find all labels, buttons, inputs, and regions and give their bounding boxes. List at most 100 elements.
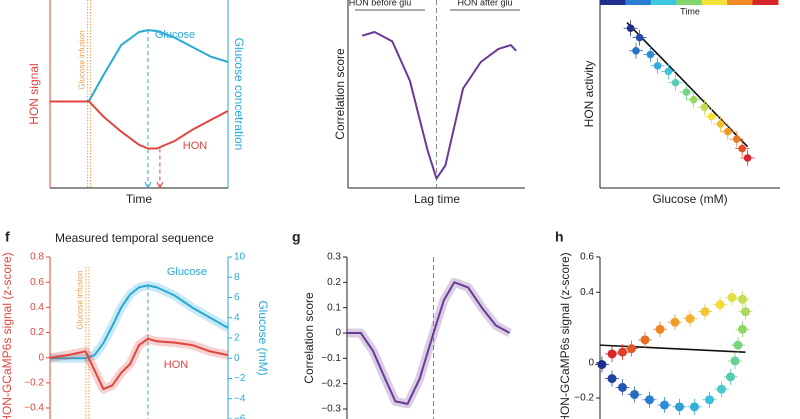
y2-axis-label: Glucose (mM): [256, 300, 270, 375]
x-axis-label: Glucose (mM): [652, 192, 727, 206]
data-point: [733, 340, 743, 350]
y2-tick-label: 8: [234, 272, 240, 283]
y-tick-label: −0.4: [24, 403, 44, 414]
data-point: [700, 307, 710, 317]
data-point: [635, 33, 644, 42]
panel-letter: h: [555, 229, 564, 245]
x-axis-label: Time: [126, 192, 153, 206]
y-tick-label: −0.2: [574, 393, 594, 404]
data-point: [645, 395, 654, 405]
data-point: [743, 154, 752, 162]
y-tick-label: 0.1: [327, 302, 341, 313]
data-point: [670, 317, 680, 327]
infusion-label: Glucose infusion: [77, 30, 86, 89]
extremum-arrow: [156, 181, 164, 190]
data-point: [630, 389, 639, 399]
data-point: [671, 78, 680, 87]
y2-tick-label: −4: [234, 393, 246, 404]
y2-tick-label: 4: [234, 312, 240, 323]
y-axis-label: Correlation score: [333, 48, 347, 140]
data-point: [716, 120, 725, 128]
data-point: [660, 400, 669, 410]
data-point: [627, 344, 636, 354]
series-line: [347, 281, 511, 405]
y-tick-label: 0.4: [30, 302, 44, 313]
annotation: HON after glu: [457, 0, 512, 7]
series-label: Glucose: [155, 29, 195, 41]
series-line: [49, 337, 229, 391]
y-axis-label: HON-GCaMP6s signal (z-score): [0, 252, 14, 419]
data-point: [653, 62, 662, 70]
y-axis-label: HON-GCaMP6s signal (z-score): [558, 252, 572, 419]
series-label: HON: [164, 359, 189, 371]
colorbar-segment: [727, 0, 754, 5]
y2-tick-label: 0: [234, 353, 240, 364]
y-tick-label: 0: [335, 328, 341, 339]
data-point: [700, 103, 709, 111]
data-point: [655, 324, 665, 334]
data-point: [689, 95, 698, 104]
data-point: [717, 384, 726, 394]
data-point: [626, 24, 635, 32]
y2-tick-label: −2: [234, 373, 246, 384]
y-tick-label: 0.2: [327, 277, 341, 288]
data-point: [646, 50, 655, 59]
colorbar-segment: [701, 0, 728, 5]
panel-letter: f: [5, 229, 10, 245]
series-label: Glucose: [167, 266, 207, 278]
annotation: HON before glu: [349, 0, 412, 7]
data-point: [705, 395, 714, 405]
y-tick-label: 0: [38, 352, 44, 363]
y2-tick-label: −6: [234, 414, 246, 419]
data-point: [597, 360, 607, 370]
colorbar-segment: [625, 0, 652, 5]
data-point: [715, 300, 725, 310]
y-tick-label: −0.2: [321, 378, 341, 389]
y-tick-label: 0.3: [327, 252, 341, 263]
data-point: [726, 372, 735, 382]
colorbar-label: Time: [680, 6, 700, 16]
colorbar-segment: [600, 0, 626, 5]
data-point: [682, 88, 691, 96]
data-point: [607, 349, 617, 359]
infusion-label: Glucose infusion: [75, 270, 84, 329]
series-line: [50, 100, 229, 150]
data-point: [618, 382, 627, 392]
series-label: HON: [183, 140, 208, 152]
y2-tick-label: 10: [234, 252, 246, 263]
series-line: [361, 31, 517, 180]
y-axis-label: HON activity: [582, 61, 596, 128]
y-tick-label: −0.1: [321, 353, 341, 364]
colorbar-segment: [650, 0, 677, 5]
data-point: [632, 46, 640, 55]
data-point: [675, 402, 684, 412]
data-point: [690, 402, 699, 412]
colorbar-segment: [752, 0, 779, 5]
y2-axis-label: Glucose concetration: [232, 38, 246, 151]
data-point: [640, 335, 650, 345]
panel-letter: g: [292, 229, 301, 245]
data-point: [738, 324, 747, 334]
y-tick-label: 0.6: [580, 252, 594, 263]
data-point: [724, 127, 732, 136]
colorbar-segment: [676, 0, 703, 5]
data-point: [738, 294, 747, 304]
data-point: [664, 67, 673, 76]
y-tick-label: −0.3: [321, 404, 341, 415]
x-axis-label: Lag time: [414, 192, 460, 206]
y2-tick-label: 2: [234, 333, 240, 344]
y-tick-label: 0: [588, 357, 594, 368]
fit-line: [599, 344, 746, 353]
y-tick-label: −0.2: [24, 377, 44, 388]
data-point: [618, 347, 627, 357]
y-tick-label: 0.6: [30, 277, 44, 288]
y-tick-label: 0.4: [580, 287, 594, 298]
y-axis-label: Correlation score: [302, 292, 316, 384]
data-point: [727, 293, 737, 303]
extremum-arrow: [144, 181, 152, 190]
data-point: [738, 144, 746, 153]
y2-tick-label: 6: [234, 292, 240, 303]
y-axis-label: HON signal: [27, 63, 41, 124]
